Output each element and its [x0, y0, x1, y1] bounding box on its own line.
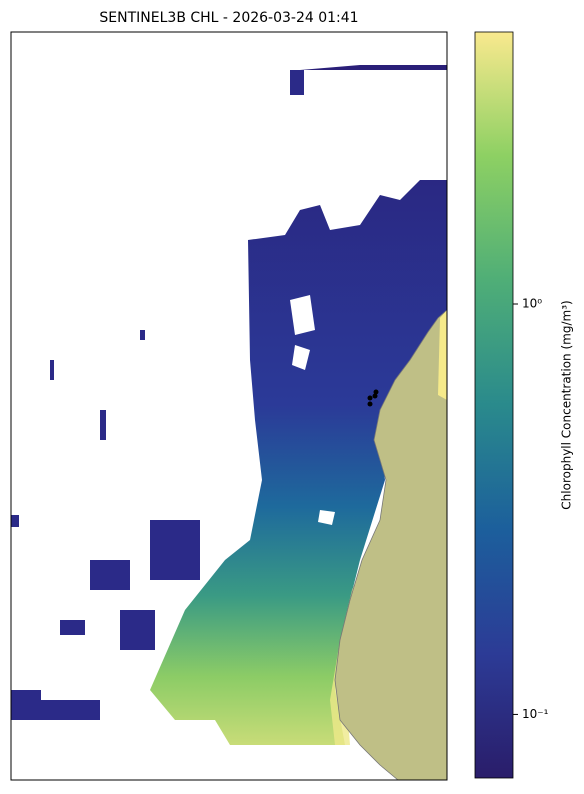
scattered-pixels	[11, 70, 304, 720]
map-frame	[10, 31, 448, 781]
colorbar-tick-label: 10⁰	[522, 297, 542, 311]
colorbar-scale	[474, 31, 514, 779]
coastal-strip	[438, 310, 447, 400]
water-chlorophyll	[150, 65, 447, 745]
map	[11, 65, 447, 780]
stations	[367, 389, 379, 407]
colorbar-tick-label: 10⁻¹	[522, 707, 549, 721]
title: SENTINEL3B CHL - 2026-03-24 01:41	[99, 10, 358, 26]
colorbar: 10⁻¹ 10⁰	[474, 31, 549, 779]
colorbar-label: Chlorophyll Concentration (mg/m³)	[560, 300, 574, 509]
land	[334, 309, 447, 780]
